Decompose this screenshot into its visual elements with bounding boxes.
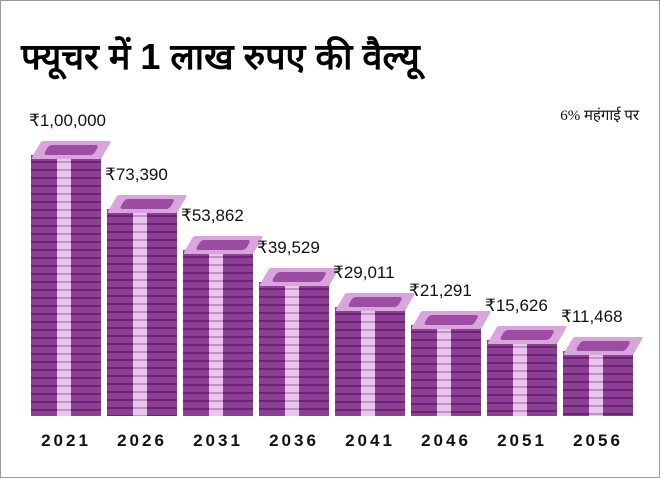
x-tick-label: 2056: [573, 431, 623, 450]
bundle-band: [361, 306, 375, 416]
bundle-top: [563, 337, 644, 356]
bundle-band: [57, 155, 71, 416]
inflation-note: 6% महंगाई पर: [560, 108, 639, 124]
x-tick-label: 2046: [421, 431, 471, 450]
bar-2051: [487, 325, 568, 416]
bar-2041: [335, 292, 416, 416]
bar-2046: [411, 311, 492, 416]
bundle-band: [589, 351, 603, 416]
data-label: ₹21,291: [409, 281, 472, 301]
bundle-band: [133, 208, 147, 416]
x-tick-label: 2036: [269, 431, 319, 450]
bundle-band: [513, 339, 527, 416]
bundle-band: [437, 325, 451, 416]
bar-2021: [31, 141, 112, 416]
bundle-band: [209, 250, 223, 416]
bar-2026: [107, 194, 188, 416]
x-tick-label: 2041: [345, 431, 395, 450]
chart-title: फ्यूचर में 1 लाख रुपए की वैल्यू: [21, 36, 420, 77]
data-label: ₹11,468: [561, 307, 623, 327]
data-label: ₹29,011: [333, 262, 395, 282]
x-tick-label: 2026: [117, 431, 167, 450]
data-label: ₹1,00,000: [29, 111, 106, 130]
data-label: ₹39,529: [257, 238, 320, 258]
data-label: ₹53,862: [181, 206, 244, 226]
bundle-top: [183, 236, 264, 255]
bundle-top: [411, 311, 492, 330]
data-label: ₹73,390: [105, 164, 168, 184]
x-tick-label: 2021: [41, 431, 91, 450]
bundle-top: [259, 268, 340, 287]
bar-2056: [563, 337, 644, 416]
bundle-top: [335, 292, 416, 311]
data-label: ₹15,626: [485, 295, 548, 315]
bundle-top: [31, 141, 112, 159]
x-tick-label: 2031: [193, 431, 243, 450]
bar-2036: [259, 268, 340, 416]
bundle-top: [107, 194, 188, 213]
bundle-band: [285, 282, 299, 416]
bundle-top: [487, 325, 568, 344]
bar-2031: [183, 236, 264, 416]
x-tick-label: 2051: [497, 431, 547, 450]
